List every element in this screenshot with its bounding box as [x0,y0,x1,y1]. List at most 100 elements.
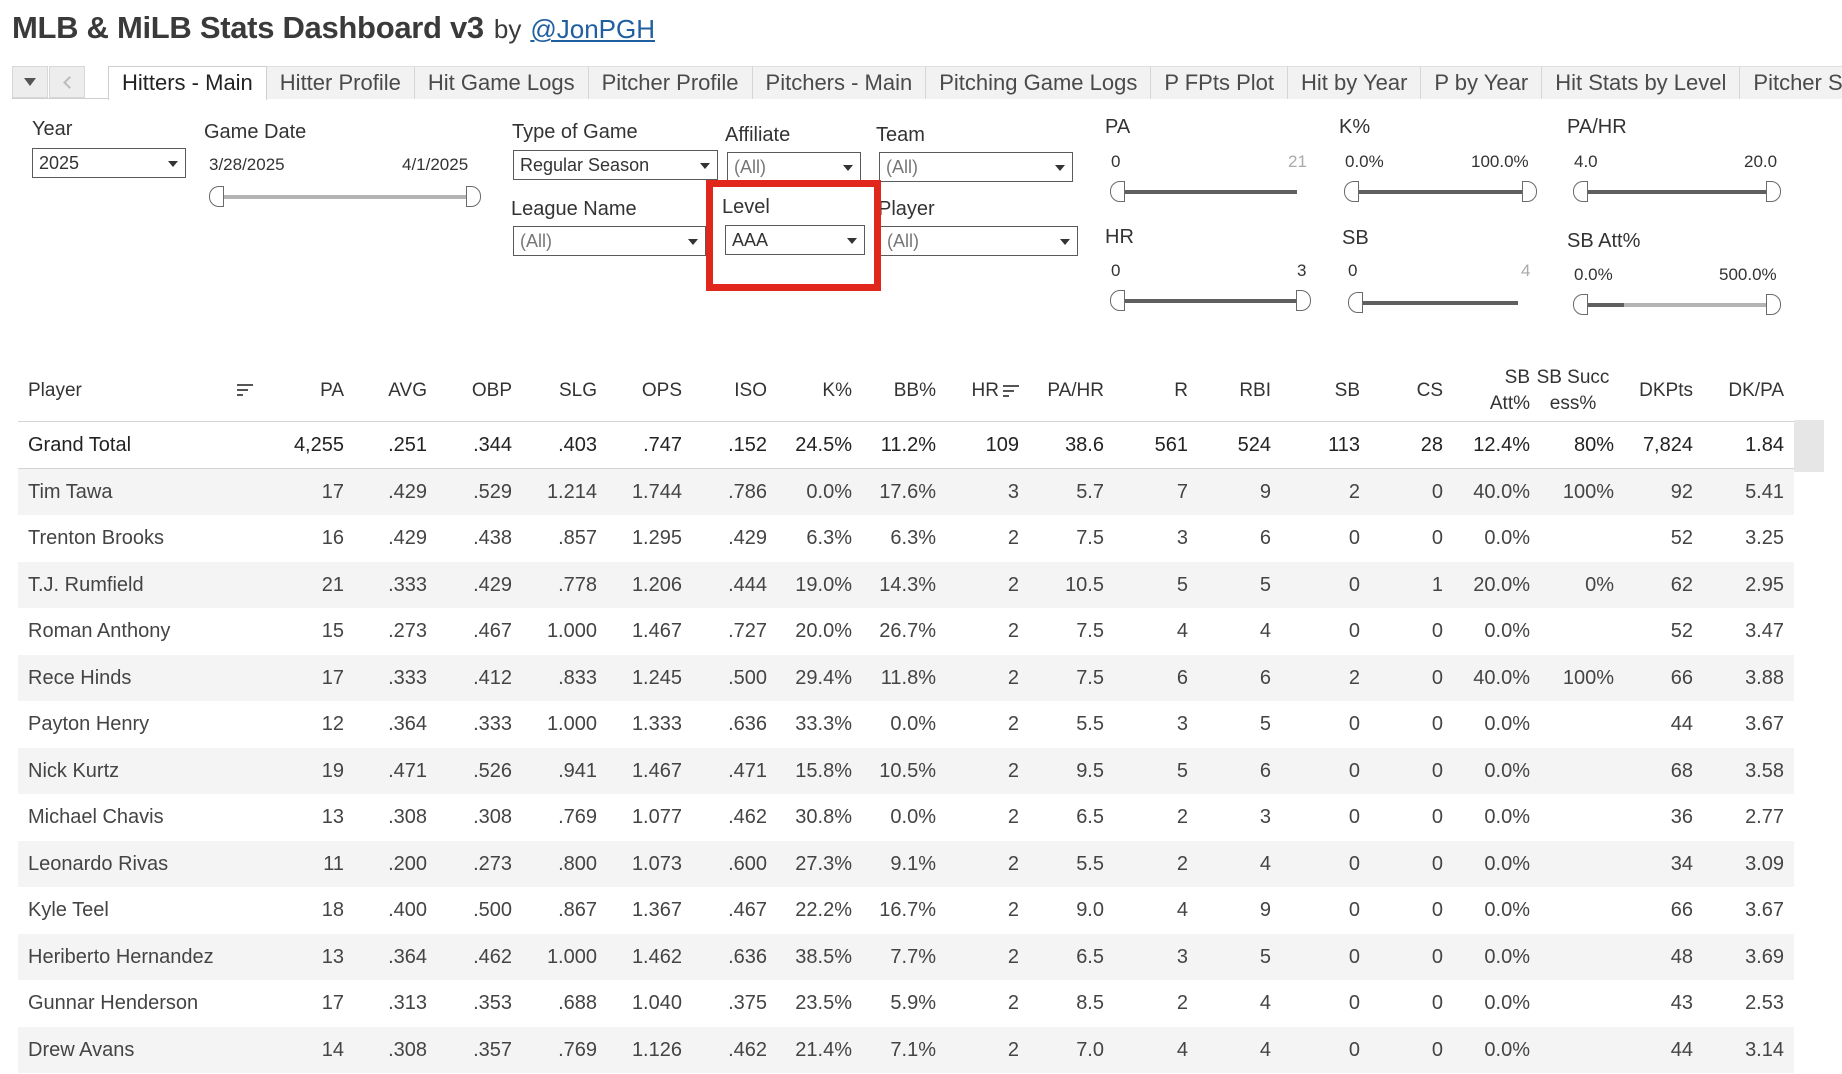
cell-rbi: 5 [1259,713,1271,735]
cell-dk-pa: 3.25 [1745,527,1784,549]
cell-rbi: 4 [1259,852,1271,875]
cell-avg: .200 [388,852,427,875]
cell-hr: 2 [1007,573,1019,596]
hr-slider-track[interactable] [1118,299,1308,303]
cell-cs: 0 [1431,666,1443,689]
tab-pitcher-profile[interactable]: Pitcher Profile [588,66,753,99]
cell-sb-att: 0.0% [1484,899,1530,921]
cell-pa: 18 [321,899,344,921]
column-header-cs[interactable]: CS [1363,360,1443,422]
pa-hr-slider-max-handle[interactable] [1766,181,1781,202]
cell-cs: 0 [1431,806,1443,828]
tab-hit-by-year[interactable]: Hit by Year [1288,66,1422,99]
grand-total-row[interactable]: Grand Total 4,255 .251 .344 .403 .747 .152 24.5… [18,422,1794,469]
year-dropdown[interactable]: 2025 [32,148,186,178]
cell-pa: 11 [323,852,344,875]
game-date-slider-track[interactable] [218,195,474,199]
cell-sb: 0 [1348,759,1360,782]
hr-slider-min-handle[interactable] [1110,290,1125,311]
table-row[interactable]: Nick Kurtz 19 .471 .526 .941 1.467 .471 15.8% 10… [18,747,1794,794]
pa-slider-track[interactable] [1118,190,1297,194]
column-header-pa-hr[interactable]: PA/HR [1024,360,1104,422]
table-row[interactable]: Gunnar Henderson 17 .313 .353 .688 1.040 .375 2… [18,980,1794,1027]
tab-p-by-year[interactable]: P by Year [1421,66,1543,99]
table-row[interactable]: Heriberto Hernandez 13 .364 .462 1.000 1.462.… [18,933,1794,980]
pa-hr-slider-track[interactable] [1582,190,1774,194]
table-row[interactable]: Drew Avans 14 .308 .357 .769 1.126 .462 21.4% 7.… [18,1026,1794,1073]
sb-att-slider-max-handle[interactable] [1766,294,1781,315]
league-name-dropdown[interactable]: (All) [513,226,706,256]
table-row[interactable]: Michael Chavis 13.308.308.769 1.077.462 30.… [18,794,1794,841]
cell-dk-pa: 2.53 [1745,992,1784,1014]
k-pct-slider-track[interactable] [1352,190,1530,194]
sort-icon[interactable] [1003,384,1019,398]
k-pct-slider-min-handle[interactable] [1344,181,1359,202]
sort-icon[interactable] [237,383,253,397]
column-header-label: OBP [471,380,512,401]
pa-slider-min: 0 [1111,152,1121,171]
sb-slider-min-handle[interactable] [1348,292,1363,313]
cell-iso: .429 [728,527,767,549]
sb-att-slider-min-handle[interactable] [1573,294,1588,315]
table-row[interactable]: Payton Henry 12 .364 .333 1.000 1.333 .636 33.3… [18,701,1794,748]
column-header-slg[interactable]: SLG [517,360,597,422]
game-date-slider-min-handle[interactable] [209,186,224,207]
table-row[interactable]: T.J. Rumfield 21.333.429.778 1.206.444 19.0… [18,561,1794,608]
column-header-pa[interactable]: PA [264,360,344,422]
column-header-sb-att[interactable]: SB Att% [1450,360,1530,422]
table-row[interactable]: Leonardo Rivas 11 .200 .273 .800 1.073 .600 27.… [18,840,1794,887]
column-header-k-pct[interactable]: K% [772,360,852,422]
tab-hit-game-logs[interactable]: Hit Game Logs [414,66,589,99]
table-row[interactable]: Rece Hinds 17 .333 .412 .833 1.245 .500 29.4% 11… [18,654,1794,701]
tab-hitters-main[interactable]: Hitters - Main [108,66,267,100]
column-header-sb[interactable]: SB [1280,360,1360,422]
tab-prev-button[interactable] [49,66,85,98]
cell-cs: 28 [1420,434,1443,456]
player-dropdown[interactable]: (All) [880,226,1078,256]
tab-hitter-profile[interactable]: Hitter Profile [266,66,415,99]
column-header-label: OPS [641,380,682,401]
tab-p-fpts-plot[interactable]: P FPts Plot [1151,66,1288,99]
column-header-rbi[interactable]: RBI [1191,360,1271,422]
column-header-dk-pa[interactable]: DK/PA [1704,360,1784,422]
column-header-ops[interactable]: OPS [602,360,682,422]
column-header-obp[interactable]: OBP [432,360,512,422]
pa-hr-slider-min-handle[interactable] [1573,181,1588,202]
tab-menu-button[interactable] [12,66,48,98]
table-scrollbar-thumb[interactable] [1794,420,1824,472]
sb-slider-track[interactable] [1356,301,1518,305]
tab-pitchers-main[interactable]: Pitchers - Main [752,66,927,99]
type-of-game-dropdown[interactable]: Regular Season [513,150,718,180]
cell-cs: 0 [1431,527,1443,549]
column-header-hr[interactable]: HR [939,360,1019,422]
column-header-r[interactable]: R [1108,360,1188,422]
column-header-avg[interactable]: AVG [347,360,427,422]
table-row[interactable]: Kyle Teel 18 .400 .500 .867 1.367 .467 22.2% 16.… [18,887,1794,934]
cell-k-pct: 0.0% [806,480,852,503]
sb-att-slider-track[interactable] [1582,303,1774,307]
k-pct-slider-max-handle[interactable] [1522,181,1537,202]
tab-hit-stats-by-level[interactable]: Hit Stats by Level [1542,66,1741,99]
tab-pitcher-s[interactable]: Pitcher S [1740,66,1842,99]
column-header-sb-succ[interactable]: SB Succ ess% [1528,360,1618,422]
game-date-slider-max-handle[interactable] [466,186,481,207]
cell-k-pct: 15.8% [795,759,852,782]
affiliate-dropdown[interactable]: (All) [727,152,861,182]
tab-pitching-game-logs[interactable]: Pitching Game Logs [926,66,1152,99]
hr-slider-max-handle[interactable] [1296,290,1311,311]
column-header-iso[interactable]: ISO [687,360,767,422]
cell-slg: .800 [558,852,597,875]
cell-k-pct: 19.0% [795,573,852,596]
column-header-bb-pct[interactable]: BB% [856,360,936,422]
column-header-dkpts[interactable]: DKPts [1613,360,1693,422]
table-row[interactable]: Tim Tawa 17 .429 .529 1.214 1.744 .786 0.0% 17.6… [18,468,1794,515]
table-row[interactable]: Trenton Brooks 16 .429 .438 .857 1.295 .429 6.3… [18,515,1794,562]
game-date-start: 3/28/2025 [209,155,285,174]
column-header-player[interactable]: Player [28,360,268,422]
team-dropdown[interactable]: (All) [879,152,1073,182]
game-date-end: 4/1/2025 [402,155,469,174]
author-link[interactable]: @JonPGH [530,14,655,44]
pa-slider-min-handle[interactable] [1110,181,1125,202]
table-row[interactable]: Roman Anthony 15.273.467 1.000 1.467.727 20.… [18,608,1794,655]
level-dropdown[interactable]: AAA [725,225,865,255]
